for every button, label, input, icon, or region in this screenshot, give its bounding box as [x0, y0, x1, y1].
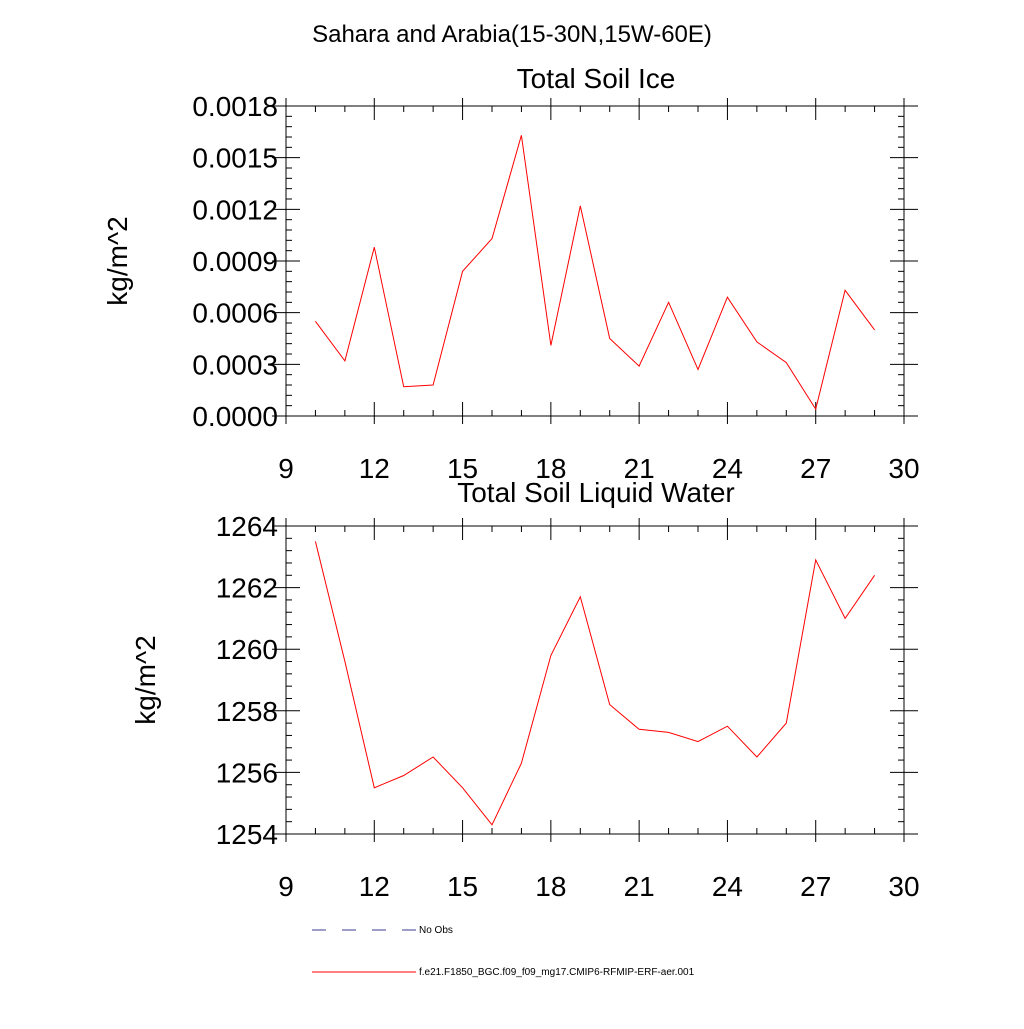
x-tick-label: 9	[278, 453, 294, 484]
y-tick-label: 1260	[216, 634, 278, 665]
y-tick-label: 0.0006	[192, 298, 278, 329]
panel-title: Total Soil Ice	[517, 63, 676, 94]
x-tick-label: 30	[888, 453, 919, 484]
series-line	[314, 135, 876, 411]
y-tick-label: 1264	[216, 511, 278, 542]
plot-frame	[285, 525, 905, 835]
y-tick-label: 1258	[216, 696, 278, 727]
panel-title: Total Soil Liquid Water	[457, 477, 735, 508]
x-tick-label: 18	[535, 871, 566, 902]
x-tick-label: 24	[712, 871, 743, 902]
x-tick-label: 15	[447, 453, 478, 484]
plot-frame	[285, 105, 905, 417]
x-tick-label: 27	[800, 453, 831, 484]
series-line	[314, 541, 876, 826]
figure-title: Sahara and Arabia(15-30N,15W-60E)	[312, 21, 712, 48]
x-tick-label: 12	[359, 453, 390, 484]
y-tick-label: 1262	[216, 573, 278, 604]
y-axis-label: kg/m^2	[102, 216, 133, 305]
x-tick-label: 15	[447, 871, 478, 902]
y-tick-label: 1256	[216, 757, 278, 788]
legend-label-model: f.e21.F1850_BGC.f09_f09_mg17.CMIP6-RFMIP…	[419, 967, 695, 978]
panel-total-soil-ice: Total Soil Ice kg/m^2 9 12 15 18 21 24 27 30 0.0…	[102, 63, 920, 484]
x-tick-label: 21	[624, 453, 655, 484]
legend-label-no-obs: No Obs	[419, 925, 453, 936]
x-tick-label: 12	[359, 871, 390, 902]
x-tick-label: 27	[800, 871, 831, 902]
y-tick-label: 0.0018	[192, 91, 278, 122]
y-axis-label: kg/m^2	[130, 635, 161, 724]
y-tick-label: 0.0015	[192, 143, 278, 174]
legend: No Obs f.e21.F1850_BGC.f09_f09_mg17.CMIP…	[312, 925, 695, 978]
y-tick-label: 0.0003	[192, 349, 278, 380]
panel-total-soil-liquid-water: Total Soil Liquid Water kg/m^2 9 12 15 18 21…	[130, 477, 920, 902]
y-tick-label: 0.0009	[192, 246, 278, 277]
x-tick-label: 18	[535, 453, 566, 484]
x-tick-label: 9	[278, 871, 294, 902]
y-tick-label: 1254	[216, 819, 278, 850]
x-tick-label: 24	[712, 453, 743, 484]
y-tick-label: 0.0000	[192, 401, 278, 432]
x-tick-label: 21	[624, 871, 655, 902]
y-tick-label: 0.0012	[192, 194, 278, 225]
x-tick-label: 30	[888, 871, 919, 902]
